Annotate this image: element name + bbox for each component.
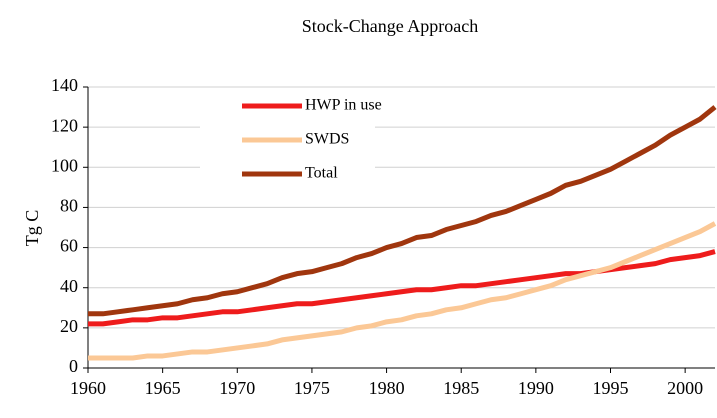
y-tick-label: 60	[60, 236, 78, 256]
x-tick-label: 1980	[369, 378, 405, 398]
y-tick-label: 40	[60, 276, 78, 296]
y-tick-label: 0	[69, 356, 78, 376]
y-tick-label: 80	[60, 196, 78, 216]
x-tick-label: 2000	[667, 378, 703, 398]
x-tick-label: 1990	[518, 378, 554, 398]
x-tick-label: 1985	[443, 378, 479, 398]
x-tick-label: 1970	[219, 378, 255, 398]
x-tick-label: 1965	[145, 378, 181, 398]
legend-label: HWP in use	[305, 97, 382, 114]
series-line	[88, 221, 717, 361]
x-tick-label: 1960	[70, 378, 106, 398]
y-axis-label: Tg C	[22, 210, 42, 247]
chart-title: Stock-Change Approach	[302, 16, 478, 36]
y-tick-label: 120	[51, 115, 78, 135]
x-tick-label: 1995	[593, 378, 629, 398]
y-tick-label: 20	[60, 316, 78, 336]
legend-label: SWDS	[305, 131, 349, 148]
x-tick-label: 1975	[294, 378, 330, 398]
y-tick-label: 140	[51, 75, 78, 95]
legend-label: Total	[305, 165, 338, 182]
series-line	[88, 105, 717, 317]
y-tick-label: 100	[51, 155, 78, 175]
